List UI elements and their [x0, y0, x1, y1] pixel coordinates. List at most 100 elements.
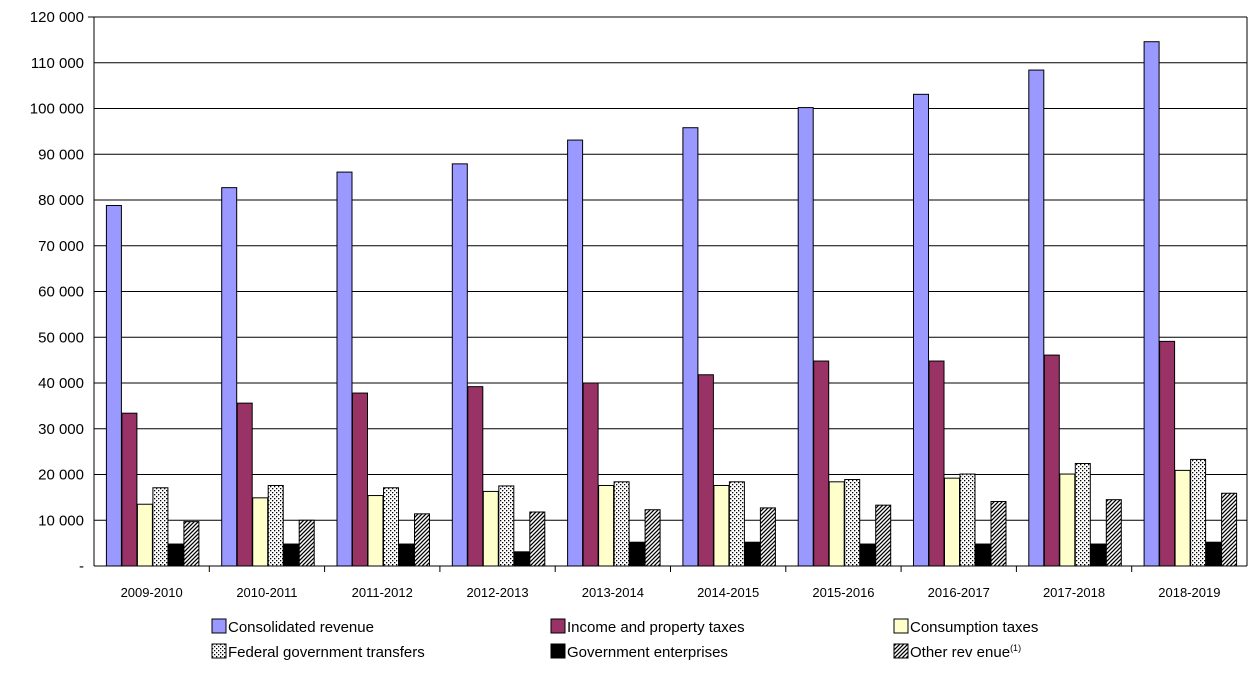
bar-consumption-taxes: [482, 490, 499, 567]
bar-other-rev-enue: [183, 521, 200, 567]
bar-government-enterprises: [398, 543, 415, 567]
bar-other-rev-enue: [759, 507, 776, 567]
bar-other-rev-enue: [644, 509, 661, 567]
bar-government-enterprises: [859, 543, 876, 567]
bar-federal-government-transfers: [959, 473, 976, 567]
legend-label: Federal government transfers: [228, 644, 425, 661]
bar-other-rev-enue: [298, 519, 315, 567]
bar-other-rev-enue: [875, 504, 892, 567]
bar-government-enterprises: [1090, 543, 1107, 567]
bar-income-and-property-taxes: [697, 374, 714, 567]
bar-federal-government-transfers: [1190, 458, 1207, 567]
y-tick-label: 40 000: [38, 375, 84, 392]
legend-swatch: [893, 618, 909, 634]
bar-consolidated-revenue: [1028, 69, 1045, 567]
legend-label: Consolidated revenue: [228, 619, 374, 636]
bar-other-rev-enue: [1105, 499, 1122, 567]
bar-consumption-taxes: [367, 495, 384, 567]
x-tick-label: 2011-2012: [352, 585, 413, 600]
bar-government-enterprises: [167, 543, 184, 567]
bar-income-and-property-taxes: [1159, 340, 1176, 567]
bar-federal-government-transfers: [844, 479, 861, 567]
bar-other-rev-enue: [990, 500, 1007, 567]
legend-label-text: Consolidated revenue: [228, 619, 374, 636]
bars: [105, 41, 1238, 567]
legend: Consolidated revenue Income and property …: [211, 618, 1038, 661]
y-tick-label: -: [79, 558, 84, 575]
legend-label: Government enterprises: [567, 644, 728, 661]
legend-label-text: Government enterprises: [567, 644, 728, 661]
bar-income-and-property-taxes: [582, 382, 599, 567]
bar-consumption-taxes: [1174, 469, 1191, 567]
x-tick-label: 2013-2014: [582, 585, 644, 600]
bar-consumption-taxes: [252, 497, 269, 567]
y-tick-label: 80 000: [38, 192, 84, 209]
bar-consumption-taxes: [598, 484, 615, 567]
bar-government-enterprises: [629, 541, 646, 567]
y-tick-label: 100 000: [30, 101, 84, 118]
bar-federal-government-transfers: [267, 484, 284, 567]
x-tick-label: 2014-2015: [697, 585, 759, 600]
y-tick-label: 10 000: [38, 512, 84, 529]
gridlines: [94, 16, 1247, 521]
legend-label: Consumption taxes: [910, 619, 1038, 636]
bar-other-rev-enue: [1221, 492, 1238, 567]
bar-other-rev-enue: [414, 513, 430, 567]
bar-income-and-property-taxes: [813, 360, 830, 567]
bar-other-rev-enue: [529, 511, 546, 567]
bar-consolidated-revenue: [682, 127, 699, 567]
bar-government-enterprises: [1205, 541, 1222, 567]
bar-income-and-property-taxes: [352, 392, 368, 567]
bar-consolidated-revenue: [1143, 41, 1160, 567]
legend-swatch: [550, 643, 566, 659]
bar-federal-government-transfers: [613, 481, 630, 567]
bar-consumption-taxes: [136, 503, 153, 567]
bar-income-and-property-taxes: [121, 412, 138, 567]
x-tick-label: 2018-2019: [1158, 585, 1220, 600]
bar-consolidated-revenue: [567, 139, 584, 567]
legend-label-superscript: (1): [1010, 643, 1021, 653]
y-tick-label: 20 000: [38, 467, 84, 484]
legend-swatch: [893, 643, 909, 659]
y-tick-label: 50 000: [38, 329, 84, 346]
y-tick-label: 110 000: [31, 55, 84, 72]
bar-government-enterprises: [744, 541, 761, 567]
legend-label: Other rev enue(1): [910, 643, 1021, 661]
legend-label-text: Other rev enue: [910, 644, 1010, 661]
bar-federal-government-transfers: [383, 487, 399, 567]
bar-income-and-property-taxes: [467, 386, 484, 567]
bar-income-and-property-taxes: [928, 360, 945, 567]
x-tick-label: 2016-2017: [928, 585, 990, 600]
bar-consolidated-revenue: [336, 171, 353, 567]
x-tick-label: 2010-2011: [236, 585, 297, 600]
bar-government-enterprises: [283, 543, 300, 567]
y-tick-label: 60 000: [38, 284, 84, 301]
bar-consolidated-revenue: [221, 187, 238, 567]
y-tick-label: 30 000: [38, 421, 84, 438]
legend-label-text: Federal government transfers: [228, 644, 425, 661]
bar-consumption-taxes: [1059, 473, 1076, 567]
bar-government-enterprises: [975, 543, 991, 567]
bar-income-and-property-taxes: [1043, 354, 1060, 567]
bar-government-enterprises: [513, 551, 530, 567]
bar-consolidated-revenue: [913, 93, 929, 567]
y-tick-label: 90 000: [38, 146, 84, 163]
bar-consumption-taxes: [713, 484, 730, 567]
legend-label: Income and property taxes: [567, 619, 745, 636]
x-tick-label: 2015-2016: [812, 585, 874, 600]
bar-federal-government-transfers: [728, 481, 745, 567]
bar-federal-government-transfers: [152, 487, 169, 567]
bar-federal-government-transfers: [498, 485, 515, 567]
x-tick-label: 2012-2013: [466, 585, 528, 600]
bar-consumption-taxes: [828, 481, 845, 567]
bar-consolidated-revenue: [105, 204, 122, 567]
y-tick-label: 120 000: [30, 9, 84, 26]
legend-label-text: Consumption taxes: [910, 619, 1038, 636]
legend-swatch: [211, 643, 227, 659]
bar-consumption-taxes: [944, 477, 960, 567]
bar-consolidated-revenue: [797, 107, 814, 567]
x-tick-labels: 2009-2010 2010-2011 2011-2012 2012-2013 2013…: [121, 585, 1221, 600]
x-tick-label: 2017-2018: [1043, 585, 1105, 600]
legend-swatch: [550, 618, 566, 634]
